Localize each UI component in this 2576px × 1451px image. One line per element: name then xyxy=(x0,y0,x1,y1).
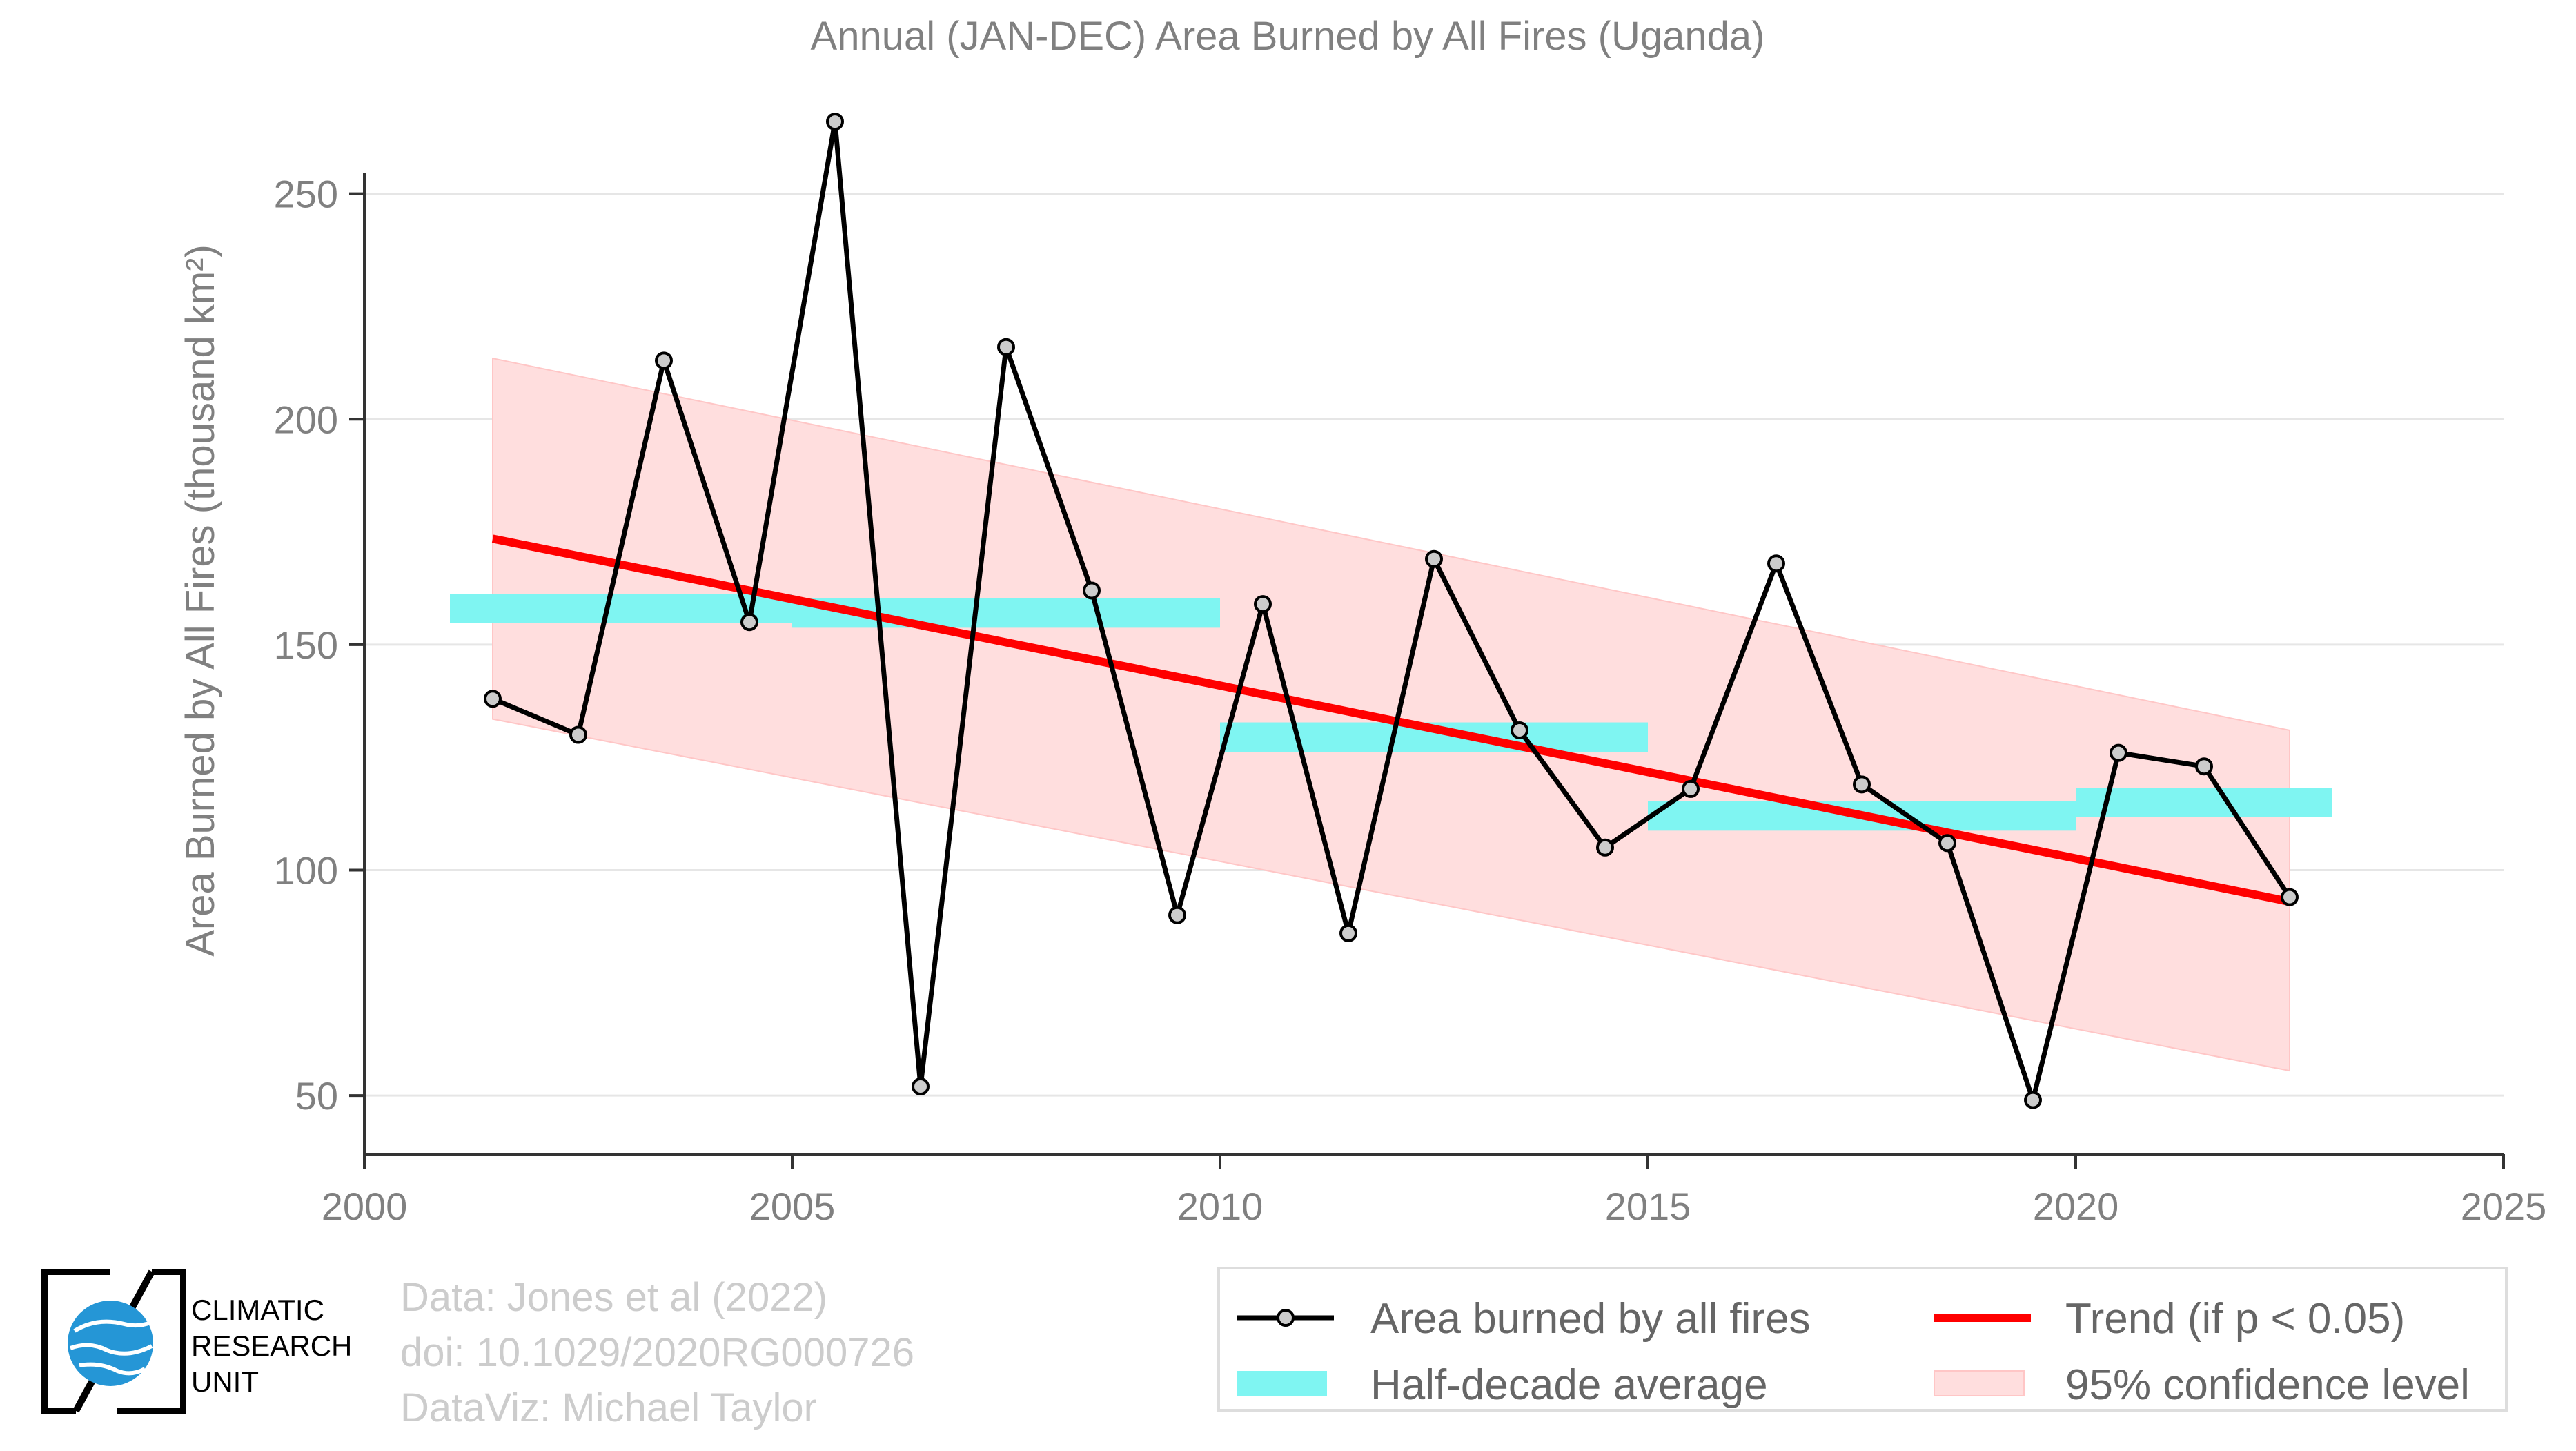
data-point xyxy=(1168,906,1186,924)
data-point xyxy=(2110,743,2127,762)
legend-label-confidence: 95% confidence level xyxy=(2065,1361,2470,1409)
x-tick-label: 2010 xyxy=(1177,1185,1264,1228)
credit-line-2: doi: 10.1029/2020RG000726 xyxy=(400,1330,914,1375)
data-point xyxy=(912,1078,930,1096)
x-tick-label: 2005 xyxy=(749,1185,836,1228)
data-credits: Data: Jones et al (2022) doi: 10.1029/20… xyxy=(400,1270,914,1436)
data-point xyxy=(484,690,502,708)
trend-line xyxy=(491,534,2291,906)
data-point xyxy=(1254,595,1272,614)
logo-line-3: UNIT xyxy=(191,1365,259,1398)
credit-line-1: Data: Jones et al (2022) xyxy=(400,1275,828,1320)
data-point xyxy=(1767,554,1785,573)
half-decade-bar xyxy=(450,594,792,623)
confidence-band-area xyxy=(492,357,2290,1072)
logo-text: CLIMATIC RESEARCH UNIT xyxy=(191,1292,352,1400)
y-tick-label: 50 xyxy=(295,1074,338,1118)
x-tick-label: 2015 xyxy=(1605,1185,1691,1228)
axes xyxy=(363,173,2504,1156)
legend-swatch-confidence xyxy=(1934,1370,2025,1396)
legend-swatch-series xyxy=(1237,1309,1334,1327)
data-point xyxy=(997,338,1015,356)
trend-line-segment xyxy=(491,534,2291,906)
y-tick-label: 250 xyxy=(274,173,338,216)
data-point xyxy=(826,113,844,131)
y-tick-label: 150 xyxy=(274,623,338,667)
x-tick-labels: 2000 2005 2010 2015 2020 2025 xyxy=(322,1154,2547,1228)
y-axis-label: Area Burned by All Fires (thousand km²) xyxy=(178,244,223,957)
y-tick-label: 200 xyxy=(274,398,338,441)
data-point xyxy=(1596,838,1614,857)
data-point xyxy=(1853,775,1871,794)
series-line xyxy=(484,113,2299,1109)
data-point xyxy=(655,351,673,370)
y-tick-labels: 50 100 150 200 250 xyxy=(274,173,364,1118)
data-point xyxy=(2024,1091,2042,1109)
series-path xyxy=(491,119,2292,1103)
chart-title: Annual (JAN-DEC) Area Burned by All Fire… xyxy=(811,14,1765,59)
data-point xyxy=(740,613,758,632)
data-point xyxy=(1938,834,1956,853)
x-tick-label: 2020 xyxy=(2033,1185,2119,1228)
legend-label-series: Area burned by all fires xyxy=(1370,1295,1811,1343)
half-decade-bars xyxy=(450,594,2332,831)
confidence-band xyxy=(492,357,2290,1072)
legend-label-halfdecade: Half-decade average xyxy=(1370,1361,1768,1409)
data-point xyxy=(1425,549,1443,568)
data-point xyxy=(2195,757,2213,776)
x-tick-label: 2025 xyxy=(2461,1185,2547,1228)
logo-line-2: RESEARCH xyxy=(191,1330,353,1362)
y-tick-label: 100 xyxy=(274,848,338,892)
data-point xyxy=(569,726,587,744)
x-tick-label: 2000 xyxy=(322,1185,408,1228)
legend: Area burned by all fires Half-decade ave… xyxy=(1217,1267,2508,1412)
cru-logo xyxy=(41,1268,187,1417)
legend-swatch-trend xyxy=(1934,1314,2031,1322)
data-point xyxy=(2281,888,2299,906)
data-point xyxy=(1511,721,1528,739)
legend-swatch-halfdecade xyxy=(1237,1371,1327,1396)
data-point xyxy=(1083,581,1101,600)
data-point xyxy=(1339,924,1357,942)
data-point xyxy=(1682,779,1700,798)
half-decade-bar xyxy=(2076,788,2332,817)
logo-line-1: CLIMATIC xyxy=(191,1294,324,1326)
credit-line-3: DataViz: Michael Taylor xyxy=(400,1385,817,1430)
legend-label-trend: Trend (if p < 0.05) xyxy=(2065,1295,2406,1343)
